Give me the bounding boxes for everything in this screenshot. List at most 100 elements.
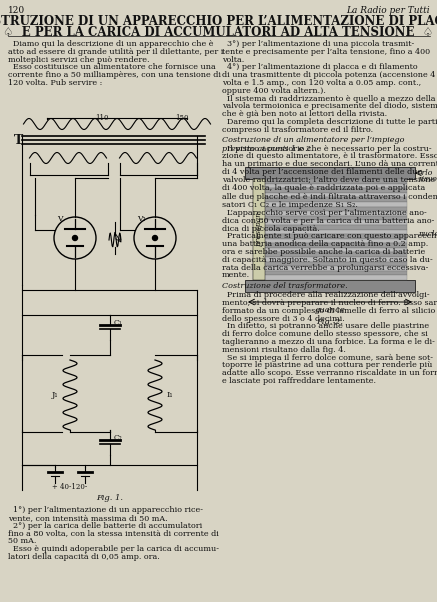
Text: V₂: V₂ [137, 215, 146, 223]
Text: ♤  E PER LA CARICA DI ACCUMULATORI AD ALTA TENSIONE  ♤: ♤ E PER LA CARICA DI ACCUMULATORI AD ALT… [3, 26, 433, 39]
Text: Fig. 2.: Fig. 2. [316, 318, 343, 326]
Text: latori della capacità di 0,05 amp. ora.: latori della capacità di 0,05 amp. ora. [8, 553, 160, 561]
Text: di capacità maggiore. Soltanto in questo caso la du-: di capacità maggiore. Soltanto in questo… [222, 256, 433, 264]
Text: orlo: orlo [418, 169, 434, 177]
Text: Esso è quindi adoperabile per la carica di accumu-: Esso è quindi adoperabile per la carica … [8, 545, 219, 553]
Text: di 4 volta per l’accensione dei filamenti delle due: di 4 volta per l’accensione dei filament… [222, 168, 422, 176]
Bar [253, 271, 407, 275]
Bar [253, 188, 407, 193]
Bar [253, 238, 407, 243]
Text: Prima di procedere alla realizzazione dell’avvolgi-: Prima di procedere alla realizzazione de… [222, 291, 430, 299]
Text: atto ad essere di grande utilità per il dilettante, per i: atto ad essere di grande utilità per il … [8, 48, 223, 56]
Text: molteplici servizi che può rendere.: molteplici servizi che può rendere. [8, 55, 149, 64]
Text: vente, con intensità massima di 50 mA.: vente, con intensità massima di 50 mA. [8, 514, 168, 522]
Text: C₂: C₂ [114, 434, 123, 442]
Text: dica di piccola capacità.: dica di piccola capacità. [222, 225, 320, 233]
Text: Il primo accessorio che è necessario per la costru-: Il primo accessorio che è necessario per… [222, 144, 432, 152]
Text: Costruzione del trasformatore.: Costruzione del trasformatore. [222, 282, 347, 290]
Circle shape [73, 235, 77, 241]
Text: satori C₁ C₂ e le impedenze S₁ S₂.: satori C₁ C₂ e le impedenze S₁ S₂. [222, 201, 358, 209]
Text: Diamo qui la descrizione di un apparecchio che è: Diamo qui la descrizione di un apparecch… [8, 40, 214, 48]
Text: Costruzione di un alimentatore per l’impiego previsto ai punti 1 e 2.: Costruzione di un alimentatore per l’imp… [222, 135, 405, 153]
Bar [253, 248, 407, 252]
Bar [253, 266, 407, 271]
Bar [253, 216, 407, 220]
Text: ha un primario e due secondari. L’uno dà una corrente: ha un primario e due secondari. L’uno dà… [222, 160, 437, 169]
Bar [253, 234, 407, 238]
Text: toporre le piastrine ad una cottura per renderle più: toporre le piastrine ad una cottura per … [222, 361, 432, 370]
Text: mento, si dovrà preparare il nucleo di ferro. Esso sarà: mento, si dovrà preparare il nucleo di f… [222, 299, 437, 307]
Text: oppure 400 volta altern.).: oppure 400 volta altern.). [222, 87, 326, 95]
Text: Se si impiega il ferro dolce comune, sarà bene sot-: Se si impiega il ferro dolce comune, sar… [222, 353, 433, 362]
Text: L’apparecchio serve così per l’alimentazione ano-: L’apparecchio serve così per l’alimentaz… [222, 209, 427, 217]
Text: T: T [14, 134, 23, 146]
Text: e lasciate poi raffreddare lentamente.: e lasciate poi raffreddare lentamente. [222, 377, 376, 385]
Bar [245, 167, 415, 179]
Bar [253, 211, 407, 216]
Text: valvola termoionica e precisamente del diodo, sistema: valvola termoionica e precisamente del d… [222, 102, 437, 110]
Text: volta e 1.5 amp., con 120 volta a 0.05 amp. cont.,: volta e 1.5 amp., con 120 volta a 0.05 a… [222, 79, 421, 87]
Text: 3°) per l’alimentazione di una piccola trasmit-: 3°) per l’alimentazione di una piccola t… [222, 40, 414, 48]
Text: + 40-120-: + 40-120- [52, 483, 88, 491]
Bar [253, 225, 407, 229]
Text: dica con 80 volta e per la carica di una batteria ano-: dica con 80 volta e per la carica di una… [222, 217, 434, 225]
Circle shape [153, 235, 157, 241]
Bar [253, 275, 407, 280]
Bar [253, 262, 407, 266]
Text: COSTRUZIONE DI UN APPARECCHIO PER L’ALIMENTAZIONE DI PLACCA: COSTRUZIONE DI UN APPARECCHIO PER L’ALIM… [0, 15, 437, 28]
Text: Il sistema di raddrizzamento è quello a mezzo della: Il sistema di raddrizzamento è quello a … [222, 95, 436, 102]
Text: 120: 120 [8, 6, 25, 15]
Text: 2°) per la carica delle batterie di accumulatori: 2°) per la carica delle batterie di accu… [8, 521, 202, 530]
Text: di 400 volta, la quale è raddrizzata poi e applicata: di 400 volta, la quale è raddrizzata poi… [222, 184, 425, 191]
Text: di ferro dolce comune dello stesso spessore, che si: di ferro dolce comune dello stesso spess… [222, 330, 428, 338]
Text: zione di questo alimentatore, è il trasformatore. Esso: zione di questo alimentatore, è il trasf… [222, 152, 437, 160]
Text: guance: guance [315, 306, 345, 314]
Text: formato da un complesso di lamelle di ferro al silicio: formato da un complesso di lamelle di fe… [222, 307, 435, 315]
Text: rata della carica verrebbe a prolungarsi eccessiva-: rata della carica verrebbe a prolungarsi… [222, 264, 428, 272]
Text: V: V [57, 215, 62, 223]
Bar [245, 280, 415, 292]
Text: 150: 150 [175, 114, 189, 122]
Text: I₁: I₁ [167, 391, 173, 399]
Bar [253, 197, 407, 202]
Text: fino a 80 volta, con la stessa intensità di corrente di: fino a 80 volta, con la stessa intensità… [8, 529, 219, 538]
Text: 4°) per l’alimentazione di placca e di filamento: 4°) per l’alimentazione di placca e di f… [222, 63, 418, 72]
Bar [253, 243, 407, 248]
Bar [253, 193, 407, 197]
Bar [253, 229, 407, 234]
Text: tente e precisamente per l’alta tensione, fino a 400: tente e precisamente per l’alta tensione… [222, 48, 430, 56]
Text: In difetto, si potranno anche usare delle piastrine: In difetto, si potranno anche usare dell… [222, 323, 429, 330]
Bar [253, 257, 407, 262]
Text: valvole raddrizzatrici; l’altro deve dare una tensione: valvole raddrizzatrici; l’altro deve dar… [222, 176, 435, 184]
Text: volta.: volta. [222, 55, 244, 64]
Text: mensioni risultano dalla fig. 4.: mensioni risultano dalla fig. 4. [222, 346, 346, 354]
Bar [253, 220, 407, 225]
Bar [253, 202, 407, 206]
Text: che è già ben noto ai lettori della rivista.: che è già ben noto ai lettori della rivi… [222, 110, 387, 119]
Bar [253, 252, 407, 257]
Bar [253, 179, 265, 280]
Text: taglieranno a mezzo di una forbice. La forma e le di-: taglieranno a mezzo di una forbice. La f… [222, 338, 435, 346]
Text: adatte allo scopo. Esse verranno riscaldate in un forno: adatte allo scopo. Esse verranno riscald… [222, 369, 437, 377]
Text: J₁: J₁ [52, 391, 59, 399]
Text: 120 volta. Pub servire :: 120 volta. Pub servire : [8, 79, 102, 87]
Text: risvoltato: risvoltato [418, 175, 437, 183]
Bar [253, 184, 407, 188]
Text: ora e sarebbe possibile anche la carica di batterie: ora e sarebbe possibile anche la carica … [222, 248, 425, 256]
Text: C₁: C₁ [114, 319, 123, 327]
Text: alle due placche ed è indi filtrata attraverso i conden-: alle due placche ed è indi filtrata attr… [222, 193, 437, 202]
Text: Daremo qui la completa descrizione di tutte le parti,: Daremo qui la completa descrizione di tu… [222, 118, 437, 126]
Text: nucleo: nucleo [418, 230, 437, 238]
Text: presspan: presspan [255, 211, 263, 246]
Text: compreso il trasformatore ed il filtro.: compreso il trasformatore ed il filtro. [222, 126, 373, 134]
Text: di una trasmittente di piccola potenza (accensione 4: di una trasmittente di piccola potenza (… [222, 71, 435, 79]
Bar [253, 179, 407, 184]
Text: corrente fino a 50 milliampères, con una tensione di: corrente fino a 50 milliampères, con una… [8, 71, 221, 79]
Bar [253, 206, 407, 211]
Text: 110: 110 [95, 114, 109, 122]
Text: dello spessore di 3 o 4 decimi.: dello spessore di 3 o 4 decimi. [222, 315, 345, 323]
Text: Praticamente si può caricare con questo apparecchio: Praticamente si può caricare con questo … [222, 232, 437, 240]
Text: La Radio per Tutti: La Radio per Tutti [347, 6, 430, 15]
Text: 1°) per l’alimentazione di un apparecchio rice-: 1°) per l’alimentazione di un apparecchi… [8, 506, 203, 514]
Text: Fig. 1.: Fig. 1. [97, 494, 124, 502]
